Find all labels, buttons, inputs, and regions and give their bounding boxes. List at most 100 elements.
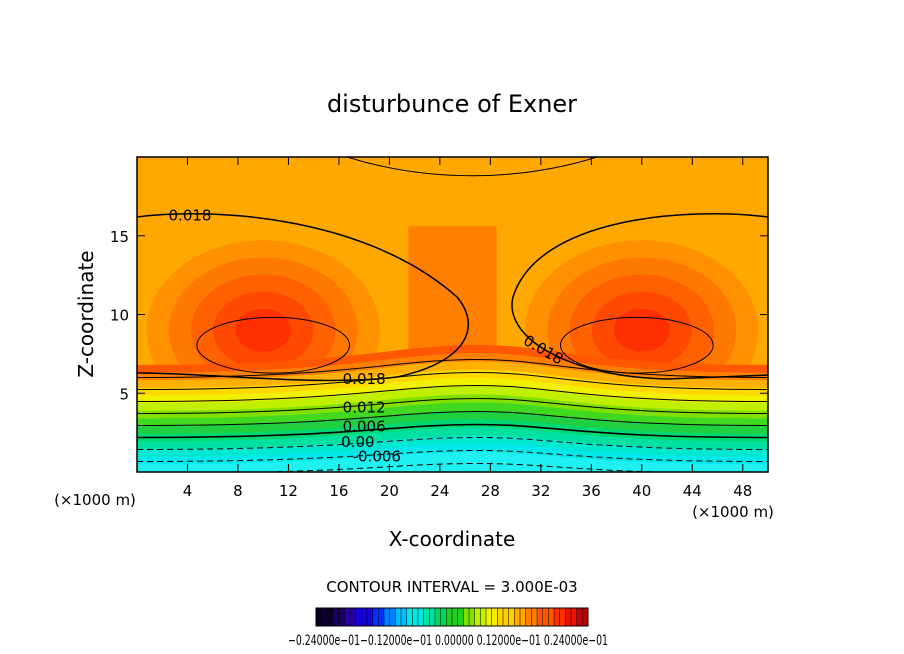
contour-label: 0.018 — [169, 206, 212, 224]
contour-lines — [137, 157, 768, 472]
x-tick-label: 44 — [683, 482, 702, 500]
colorbar-swatch — [367, 608, 374, 626]
x-tick-label: 20 — [380, 482, 399, 500]
contour-band — [137, 452, 768, 472]
colorbar-swatch — [412, 608, 419, 626]
contour-label: 0.018 — [343, 370, 386, 388]
colorbar-swatch — [435, 608, 442, 626]
x-tick-label: 24 — [430, 482, 449, 500]
contour-interval-text: CONTOUR INTERVAL = 3.000E-03 — [326, 578, 577, 596]
colorbar-swatch — [361, 608, 368, 626]
colorbar-frame — [315, 607, 589, 627]
colorbar-swatch — [582, 608, 589, 626]
colorbar-swatch — [525, 608, 532, 626]
colorbar-swatch — [503, 608, 510, 626]
contour-line — [246, 462, 675, 472]
colorbar-swatch — [350, 608, 357, 626]
x-unit-right: (×1000 m) — [692, 503, 774, 521]
colorbar-swatch — [469, 608, 476, 626]
colorbar-swatch — [565, 608, 572, 626]
colorbar-swatch — [355, 608, 362, 626]
colorbar-swatch — [457, 608, 464, 626]
colorbar-swatch — [491, 608, 498, 626]
colorbar-swatch — [384, 608, 391, 626]
colorbar-swatch — [418, 608, 425, 626]
contour-line — [137, 410, 768, 426]
contour-line — [137, 449, 768, 462]
contour-line — [137, 384, 768, 402]
x-tick-label: 36 — [582, 482, 601, 500]
contour-line — [137, 358, 768, 378]
x-tick-label: 8 — [233, 482, 243, 500]
colorbar-swatch — [537, 608, 544, 626]
colorbar-swatch — [338, 608, 345, 626]
x-tick-label: 16 — [329, 482, 348, 500]
colorbar-swatch — [514, 608, 521, 626]
colorbar-swatch — [333, 608, 340, 626]
colorbar-swatch — [395, 608, 402, 626]
colorbar-swatch — [571, 608, 578, 626]
colorbar-swatch — [429, 608, 436, 626]
colorbar-swatch — [378, 608, 385, 626]
colorbar-swatch — [520, 608, 527, 626]
contour-label: 0.00 — [341, 433, 374, 451]
colorbar-swatch — [542, 608, 549, 626]
colorbar-swatch — [531, 608, 538, 626]
colorbar-swatch — [576, 608, 583, 626]
colorbar-swatch — [440, 608, 447, 626]
x-tick-label: 40 — [632, 482, 651, 500]
contour-band — [235, 308, 291, 352]
colorbar-swatch — [406, 608, 413, 626]
colorbar — [315, 607, 589, 627]
colorbar-swatch — [389, 608, 396, 626]
contour-band — [614, 308, 670, 352]
colorbar-swatch — [344, 608, 351, 626]
colorbar-swatch — [446, 608, 453, 626]
contour-line — [137, 371, 768, 390]
contour-line — [137, 397, 768, 414]
contour-line — [346, 157, 598, 177]
colorbar-swatch — [554, 608, 561, 626]
contour-line — [137, 423, 768, 439]
colorbar-swatch — [486, 608, 493, 626]
x-axis-label: X-coordinate — [389, 527, 516, 551]
colorbar-swatch — [423, 608, 430, 626]
colorbar-swatch — [452, 608, 459, 626]
contour-line — [559, 316, 714, 374]
colorbar-swatch — [497, 608, 504, 626]
contour-line — [137, 213, 470, 382]
colorbar-labels: −0.24000e−01−0.12000e−01 0.00000 0.12000… — [288, 633, 608, 649]
x-tick-label: 48 — [733, 482, 752, 500]
contour-line — [511, 213, 768, 380]
contour-label: -0.006 — [353, 447, 401, 465]
colorbar-swatch — [316, 608, 323, 626]
contour-label: 0.012 — [343, 398, 386, 416]
colorbar-swatch — [372, 608, 379, 626]
colorbar-swatch — [327, 608, 334, 626]
y-tick-label: 15 — [110, 228, 129, 246]
x-axis-ticks: 4 8 12 16 20 24 28 32 36 40 44 48 — [183, 157, 752, 500]
x-tick-label: 32 — [531, 482, 550, 500]
colorbar-swatch — [559, 608, 566, 626]
colorbar-swatch — [508, 608, 515, 626]
x-tick-label: 12 — [279, 482, 298, 500]
y-tick-label: 5 — [119, 385, 129, 403]
colorbar-swatch — [401, 608, 408, 626]
colorbar-swatch — [480, 608, 487, 626]
contour-line — [137, 436, 768, 450]
contour-line — [196, 316, 351, 374]
colorbar-swatch — [474, 608, 481, 626]
colorbar-swatch — [548, 608, 555, 626]
y-tick-label: 10 — [110, 307, 129, 325]
colorbar-swatch — [463, 608, 470, 626]
filled-contour-bands — [137, 223, 768, 472]
contour-label: 0.006 — [343, 417, 386, 435]
colorbar-swatch — [321, 608, 328, 626]
x-unit-left: (×1000 m) — [54, 491, 136, 509]
chart-title: disturbunce of Exner — [327, 90, 577, 118]
x-tick-label: 4 — [183, 482, 193, 500]
x-tick-label: 28 — [481, 482, 500, 500]
plot-area — [137, 157, 768, 472]
y-axis-label: Z-coordinate — [74, 250, 98, 377]
